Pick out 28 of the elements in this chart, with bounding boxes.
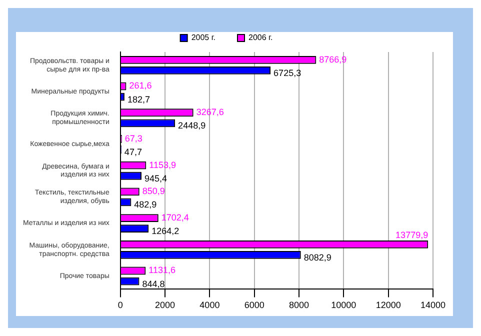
- data-label: 6725,3: [274, 68, 302, 78]
- data-label: 850,9: [142, 186, 165, 196]
- data-label: 1131,6: [148, 265, 176, 276]
- data-label: 1702,4: [161, 212, 189, 223]
- data-label: 482,9: [134, 200, 157, 210]
- data-label: 3267,6: [196, 107, 224, 118]
- x-tick-label: 14000: [420, 300, 446, 310]
- data-label: 945,4: [144, 173, 168, 184]
- x-tick-label: 10000: [331, 300, 356, 310]
- x-tick-label: 4000: [200, 300, 220, 310]
- legend-label: 2005 г.: [191, 33, 216, 42]
- x-tick-label: 0: [118, 300, 123, 310]
- data-label: 844,8: [142, 278, 165, 289]
- x-tick-label: 6000: [244, 300, 264, 310]
- data-label: 67,3: [124, 133, 142, 144]
- data-label: 13779,9: [396, 230, 428, 240]
- data-label: 47,7: [124, 147, 142, 157]
- x-tick-label: 8000: [289, 300, 310, 310]
- data-label: 1153,9: [149, 160, 176, 170]
- x-tick-label: 12000: [376, 300, 401, 310]
- legend-label: 2006 г.: [248, 33, 273, 42]
- data-label: 182,7: [127, 94, 150, 104]
- data-label: 8082,9: [304, 252, 332, 262]
- data-label: 261,6: [129, 80, 152, 91]
- data-label: 1264,2: [152, 226, 180, 236]
- x-tick-label: 2000: [155, 300, 176, 310]
- data-label: 8766,9: [319, 54, 347, 64]
- data-label: 2448,9: [178, 120, 206, 131]
